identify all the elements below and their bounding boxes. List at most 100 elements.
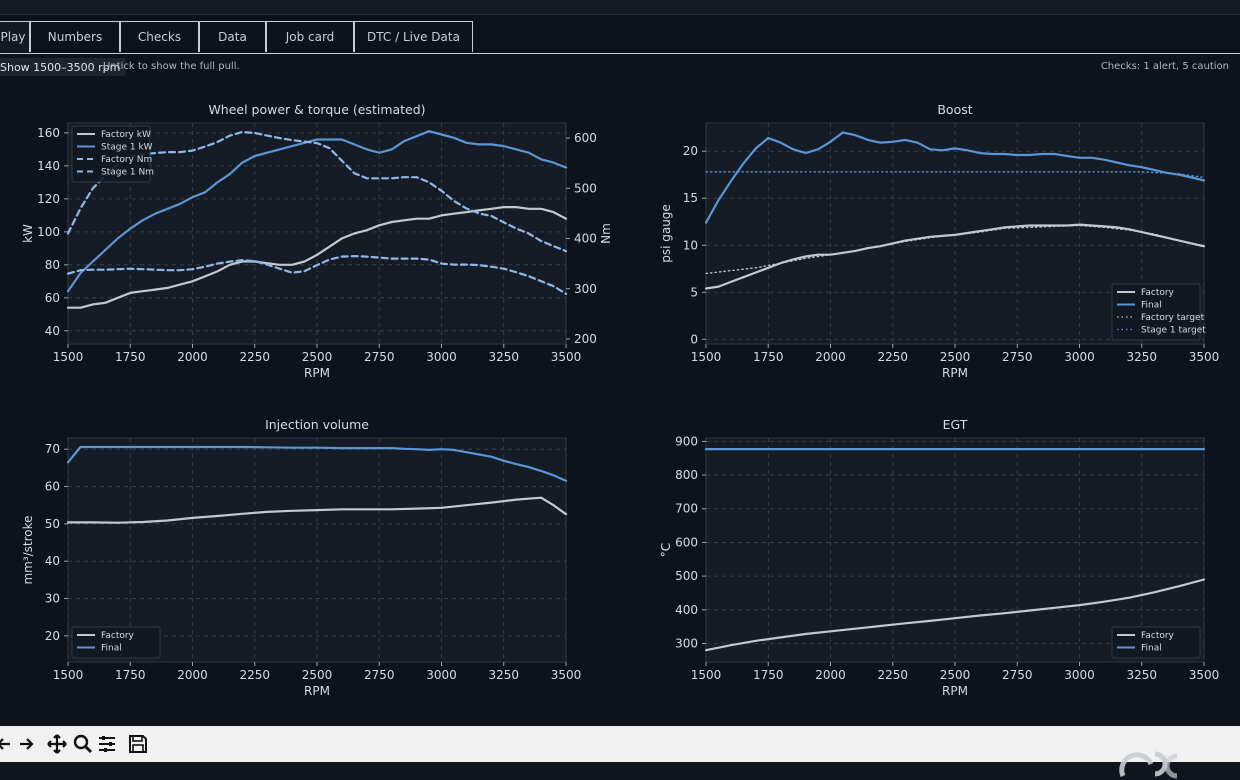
pan-icon[interactable] bbox=[46, 732, 68, 756]
x-tick-label: 2250 bbox=[239, 668, 270, 682]
x-tick-label: 2500 bbox=[302, 668, 333, 682]
plot-toolbar bbox=[0, 726, 1240, 762]
legend-label: Factory target bbox=[1141, 313, 1205, 323]
chart-injection-volume: 1500 1750 2000 2250 2500 2750 3000 3250 3500 20 30… bbox=[21, 417, 581, 698]
legend: Factory Final Factory target Stage 1 target bbox=[1111, 283, 1206, 341]
x-tick-label: 1750 bbox=[115, 350, 146, 364]
x-axis-label: RPM bbox=[304, 366, 330, 380]
x-tick-label: 1750 bbox=[753, 668, 784, 682]
y-tick-label: 140 bbox=[37, 159, 60, 173]
series-line-factory-kw bbox=[66, 205, 568, 309]
y-axis-label: °C bbox=[659, 543, 673, 557]
window-top-strip bbox=[0, 0, 1240, 15]
legend-label: Factory bbox=[1141, 631, 1175, 641]
y2-tick-label: 400 bbox=[574, 232, 597, 246]
x-tick-label: 3000 bbox=[1064, 668, 1095, 682]
x-tick-label: 1500 bbox=[53, 350, 84, 364]
y-tick-label: 80 bbox=[45, 258, 60, 272]
x-tick-label: 2750 bbox=[364, 350, 395, 364]
tab-play[interactable]: Play bbox=[0, 21, 30, 52]
x-axis-label: RPM bbox=[942, 366, 968, 380]
legend-label: Stage 1 Nm bbox=[101, 168, 154, 178]
x-tick-label: 3500 bbox=[1189, 668, 1220, 682]
series-line-factory-target bbox=[705, 224, 1205, 275]
x-tick-label: 2000 bbox=[177, 350, 208, 364]
chart-title: Wheel power & torque (estimated) bbox=[208, 102, 425, 117]
tab-label: Job card bbox=[285, 30, 335, 44]
y-tick-label: 100 bbox=[37, 225, 60, 239]
tab-numbers[interactable]: Numbers bbox=[30, 21, 120, 52]
y-tick-label: 300 bbox=[675, 636, 698, 650]
y-tick-label: 30 bbox=[45, 592, 60, 606]
x-tick-label: 2500 bbox=[940, 668, 971, 682]
zoom-icon[interactable] bbox=[72, 732, 94, 756]
x-tick-label: 2500 bbox=[302, 350, 333, 364]
y-tick-label: 60 bbox=[45, 480, 60, 494]
y-axis-label: mm³/stroke bbox=[21, 515, 35, 584]
legend-label: Final bbox=[1141, 644, 1162, 654]
series-line-final bbox=[704, 131, 1206, 224]
series-line-stage-1-kw bbox=[66, 130, 568, 293]
x-tick-label: 3250 bbox=[488, 668, 519, 682]
tab-data[interactable]: Data bbox=[199, 21, 266, 52]
y-tick-label: 15 bbox=[683, 191, 698, 205]
legend-label: Final bbox=[1141, 301, 1162, 311]
tab-checks[interactable]: Checks bbox=[120, 21, 199, 52]
series-line-factory bbox=[704, 578, 1206, 652]
y-tick-label: 40 bbox=[45, 554, 60, 568]
series-line-factory bbox=[66, 496, 568, 524]
y-tick-label: 60 bbox=[45, 291, 60, 305]
chart-title: Injection volume bbox=[265, 417, 369, 432]
legend-label: Factory kW bbox=[101, 130, 151, 140]
tab-label: Data bbox=[218, 30, 247, 44]
y-tick-label: 50 bbox=[45, 517, 60, 531]
tab-label: Play bbox=[0, 30, 26, 44]
chart-boost: 1500 1750 2000 2250 2500 2750 3000 3250 3500 0 5 10… bbox=[659, 102, 1219, 380]
save-icon[interactable] bbox=[127, 732, 149, 756]
y-tick-label: 0 bbox=[690, 332, 698, 346]
back-arrow-icon[interactable] bbox=[0, 732, 14, 756]
x-tick-label: 1500 bbox=[691, 668, 722, 682]
legend-label: Factory bbox=[1141, 288, 1175, 298]
x-tick-label: 3000 bbox=[426, 668, 457, 682]
checks-summary: Checks: 1 alert, 5 caution bbox=[1100, 61, 1229, 72]
x-tick-label: 2750 bbox=[1002, 668, 1033, 682]
x-axis-label: RPM bbox=[304, 684, 330, 698]
y-tick-label: 160 bbox=[37, 126, 60, 140]
legend: Factory kW Stage 1 kW Factory Nm Stage 1 Nm bbox=[71, 125, 154, 183]
y-tick-label: 900 bbox=[675, 434, 698, 448]
legend-label: Factory Nm bbox=[101, 155, 152, 165]
watermark-logo-icon bbox=[1119, 751, 1178, 779]
plots-canvas: 1500 1750 2000 2250 2500 2750 3000 3250 35004060… bbox=[21, 102, 1219, 698]
legend-label: Final bbox=[101, 644, 122, 654]
chart-egt: 1500 1750 2000 2250 2500 2750 3000 3250 3500 300 4… bbox=[659, 417, 1219, 698]
forward-arrow-icon[interactable] bbox=[16, 732, 36, 756]
tab-label: Checks bbox=[137, 30, 182, 44]
rpm-range-toggle-label: Show 1500–3500 rpm bbox=[0, 60, 121, 74]
x-tick-label: 3250 bbox=[1126, 668, 1157, 682]
x-tick-label: 2250 bbox=[239, 350, 270, 364]
configure-subplots-icon[interactable] bbox=[96, 732, 118, 756]
rpm-range-toggle[interactable]: Show 1500–3500 rpm bbox=[0, 58, 127, 76]
y2-tick-label: 200 bbox=[574, 332, 597, 346]
y-tick-label: 120 bbox=[37, 192, 60, 206]
x-tick-label: 2500 bbox=[940, 350, 971, 364]
y-tick-label: 70 bbox=[45, 442, 60, 456]
chart-title: EGT bbox=[943, 417, 968, 432]
x-tick-label: 2000 bbox=[177, 668, 208, 682]
x-tick-label: 2750 bbox=[1002, 350, 1033, 364]
chart-title: Boost bbox=[937, 102, 972, 117]
y-tick-label: 600 bbox=[675, 535, 698, 549]
y-tick-label: 700 bbox=[675, 502, 698, 516]
x-tick-label: 3000 bbox=[1064, 350, 1095, 364]
y2-axis-label: Nm bbox=[599, 223, 613, 244]
y2-tick-label: 500 bbox=[574, 181, 597, 195]
series-line-stage-1-target bbox=[705, 171, 1205, 179]
y-tick-label: 400 bbox=[675, 603, 698, 617]
tab-job-card[interactable]: Job card bbox=[266, 21, 354, 52]
series-line-factory-nm bbox=[66, 255, 568, 295]
x-tick-label: 1500 bbox=[691, 350, 722, 364]
tab-dtc-live-data[interactable]: DTC / Live Data bbox=[354, 21, 473, 52]
x-tick-label: 1750 bbox=[753, 350, 784, 364]
legend-label: Stage 1 kW bbox=[101, 143, 153, 153]
